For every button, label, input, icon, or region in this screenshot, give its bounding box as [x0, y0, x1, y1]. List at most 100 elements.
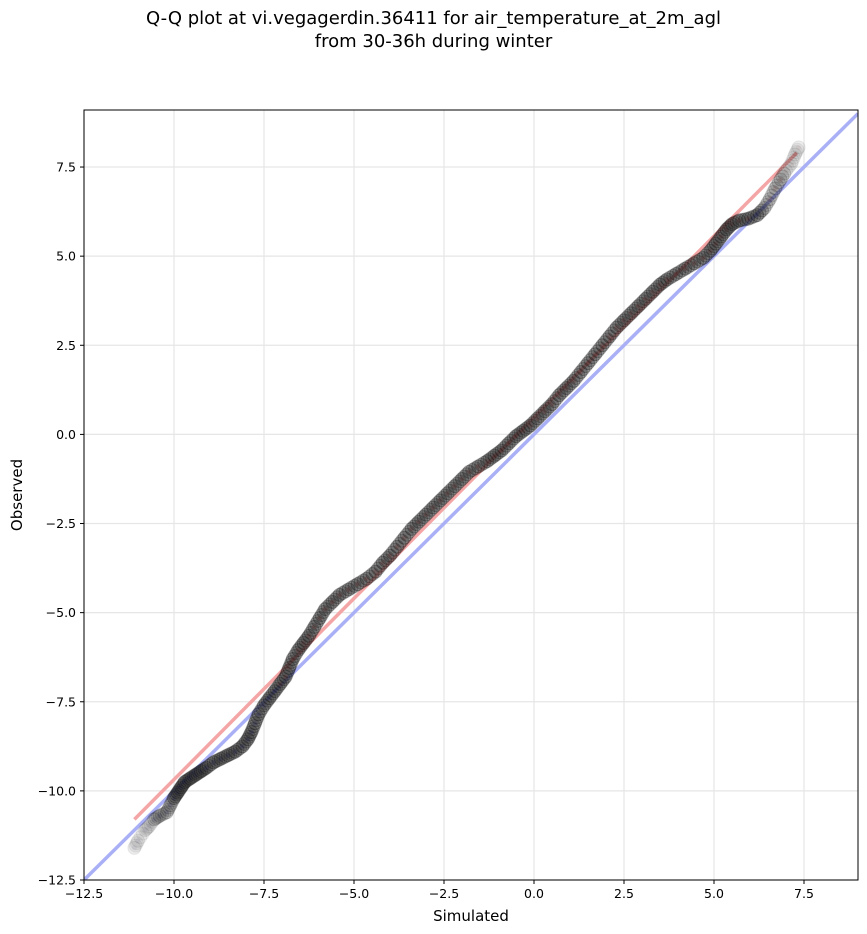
- qq-point: [129, 836, 144, 851]
- qq-point: [474, 457, 489, 472]
- qq-point-core: [187, 775, 193, 781]
- qq-point: [705, 241, 720, 256]
- qq-point: [511, 427, 526, 442]
- qq-point: [249, 713, 264, 728]
- qq-point-core: [239, 743, 245, 749]
- qq-point: [127, 840, 142, 855]
- qq-point: [455, 471, 469, 486]
- qq-point-core: [203, 765, 209, 771]
- qq-point: [641, 289, 655, 304]
- qq-point-core: [607, 333, 613, 339]
- qq-point-core: [401, 535, 407, 541]
- qq-point: [605, 326, 619, 341]
- qq-point: [262, 691, 277, 706]
- qq-point: [643, 287, 658, 302]
- qq-point-core: [245, 736, 251, 742]
- qq-point-core: [193, 772, 199, 778]
- qq-point-core: [355, 581, 361, 587]
- qq-point-core: [592, 351, 598, 357]
- qq-point: [506, 431, 521, 446]
- qq-point: [786, 150, 801, 165]
- qq-point: [335, 586, 350, 601]
- qq-point: [445, 481, 460, 496]
- qq-point: [741, 211, 756, 226]
- qq-point: [487, 448, 502, 463]
- qq-point-core: [337, 592, 343, 598]
- qq-point-core: [306, 633, 312, 639]
- qq-point: [653, 277, 667, 292]
- qq-point-core: [430, 504, 436, 510]
- qq-point: [305, 622, 320, 637]
- chart-title: Q-Q plot at vi.vegagerdin.36411 for air_…: [146, 8, 721, 29]
- y-axis-label: Observed: [8, 459, 26, 531]
- axis-ticks: −12.5 −10.0 −7.5 −5.0 −2.5 0.0 2.5 5.0 7.5 −12.5 −…: [38, 160, 814, 901]
- qq-point: [397, 530, 412, 545]
- qq-point: [578, 359, 593, 374]
- qq-point: [325, 594, 340, 609]
- qq-point: [504, 433, 519, 448]
- qq-point: [629, 301, 643, 316]
- qq-point-core: [729, 221, 735, 227]
- qq-point: [244, 725, 259, 740]
- qq-point: [465, 463, 480, 478]
- qq-point-core: [718, 234, 724, 240]
- qq-point-core: [248, 729, 254, 735]
- qq-point: [291, 643, 306, 658]
- qq-point: [235, 739, 250, 754]
- qq-point: [303, 625, 318, 640]
- qq-point: [552, 388, 567, 403]
- qq-point: [375, 555, 390, 570]
- y-tick-label: −7.5: [46, 694, 76, 709]
- qq-point: [419, 507, 433, 522]
- qq-point: [186, 769, 201, 784]
- qq-point: [173, 782, 187, 797]
- qq-point-core: [225, 752, 231, 758]
- qq-point-core: [772, 185, 778, 191]
- qq-point: [399, 527, 414, 542]
- qq-point: [523, 418, 538, 433]
- y-tick-label: −10.0: [38, 783, 76, 798]
- qq-point: [789, 145, 804, 160]
- qq-point: [199, 760, 214, 775]
- qq-point-core: [135, 838, 141, 844]
- qq-point: [757, 201, 772, 216]
- qq-point: [573, 365, 588, 380]
- qq-point: [696, 250, 711, 265]
- chart-subtitle: from 30-36h during winter: [314, 31, 553, 52]
- qq-point: [499, 438, 514, 453]
- x-tick-label: 7.5: [794, 886, 814, 901]
- qq-point: [162, 800, 177, 815]
- qq-point-core: [146, 824, 152, 830]
- qq-point: [785, 153, 800, 168]
- qq-point-core: [700, 255, 706, 261]
- qq-point-core: [437, 497, 443, 503]
- qq-point: [518, 422, 533, 437]
- y-tick-label: 0.0: [56, 427, 76, 442]
- qq-point-core: [650, 289, 656, 295]
- qq-point: [190, 766, 205, 781]
- qq-point-core: [171, 795, 177, 801]
- qq-point: [554, 385, 569, 400]
- qq-point: [163, 798, 178, 813]
- x-tick-label: 5.0: [704, 886, 724, 901]
- qq-point: [607, 323, 622, 338]
- qq-point: [183, 771, 198, 786]
- qq-point: [564, 376, 579, 391]
- qq-point: [149, 811, 163, 826]
- qq-point: [341, 582, 356, 597]
- qq-point-core: [466, 469, 472, 475]
- qq-point: [307, 619, 322, 634]
- qq-point: [732, 213, 747, 228]
- qq-point: [675, 263, 690, 278]
- qq-point-core: [290, 656, 296, 662]
- qq-point: [492, 445, 507, 460]
- qq-point-core: [317, 615, 323, 621]
- qq-point: [571, 367, 586, 382]
- qq-point: [619, 310, 634, 325]
- qq-point: [583, 353, 598, 368]
- qq-point: [750, 208, 765, 223]
- qq-point-core: [142, 827, 148, 833]
- qq-point: [791, 140, 806, 155]
- qq-point-core: [198, 768, 204, 774]
- qq-point: [513, 425, 528, 440]
